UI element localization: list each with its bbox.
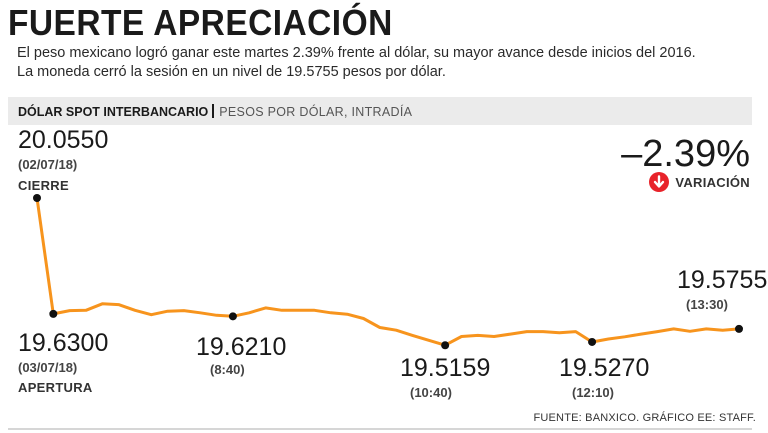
change-value: –2.39% [621, 133, 750, 175]
open-value-label: 19.6300 [18, 329, 109, 357]
data-point-marker [228, 312, 237, 321]
change-label: VARIACIÓN [675, 174, 750, 190]
p1330-time-label: (13:30) [686, 297, 728, 312]
p1330-value-label: 19.5755 [677, 266, 768, 294]
series-line [35, 196, 741, 347]
divider [212, 104, 215, 118]
subtitle-line-1: El peso mexicano logró ganar este martes… [17, 45, 696, 61]
p1210-value-label: 19.5270 [559, 354, 650, 382]
bottom-divider [8, 428, 752, 430]
p840-value-label: 19.6210 [196, 333, 287, 361]
chart-header-band [8, 97, 752, 125]
down-arrow-icon [649, 172, 670, 192]
data-point-marker [735, 324, 743, 333]
subtitle-line-2: La moneda cerró la sesión en un nivel de… [17, 64, 446, 80]
p1040-value-label: 19.5159 [400, 354, 491, 382]
subtitle: El peso mexicano logró ganar este martes… [17, 44, 762, 82]
close-tag-label: CIERRE [18, 178, 69, 193]
chart-title: DÓLAR SPOT INTERBANCARIO [18, 105, 209, 119]
close-date-label: (02/07/18) [18, 157, 78, 172]
p1210-time-label: (12:10) [572, 385, 614, 400]
data-point-marker [588, 337, 597, 346]
change-indicator: VARIACIÓN [649, 172, 750, 192]
open-date-label: (03/07/18) [18, 360, 78, 375]
data-point-marker [49, 309, 58, 318]
close-value-label: 20.0550 [18, 126, 109, 154]
chart-units: PESOS POR DÓLAR, INTRADÍA [219, 105, 413, 119]
chart-header: DÓLAR SPOT INTERBANCARIO PESOS POR DÓLAR,… [18, 104, 412, 119]
data-point-marker [441, 341, 450, 350]
p1040-time-label: (10:40) [410, 385, 452, 400]
open-tag-label: APERTURA [18, 380, 93, 395]
p840-time-label: (8:40) [210, 362, 245, 377]
page-title: FUERTE APRECIACIÓN [8, 2, 393, 43]
source-note: FUENTE: BANXICO. GRÁFICO EE: STAFF. [533, 412, 756, 424]
data-point-marker [33, 194, 41, 202]
